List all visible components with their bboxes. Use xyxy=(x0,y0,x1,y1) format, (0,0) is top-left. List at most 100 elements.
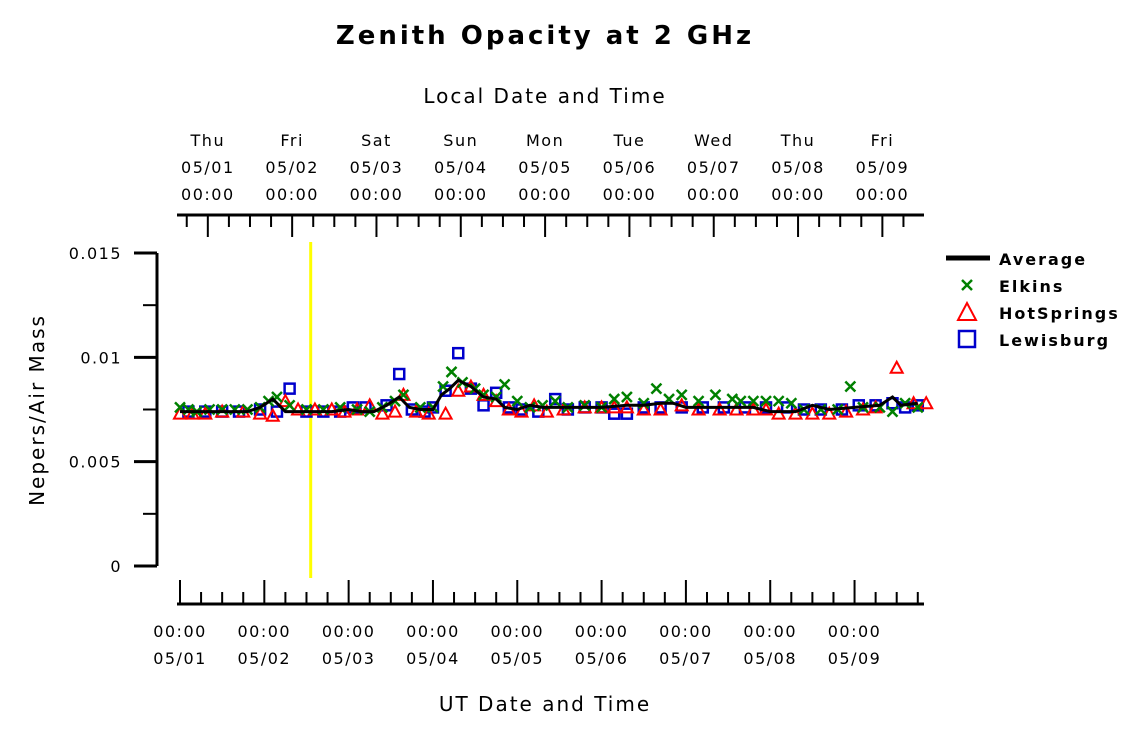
hotsprings-point xyxy=(252,405,268,420)
bottom-tick-date: 05/03 xyxy=(322,649,376,668)
y-axis-title: Nepers/Air Mass xyxy=(25,314,49,506)
top-tick-date: 05/05 xyxy=(518,158,572,177)
lewisburg-point xyxy=(392,367,406,381)
top-tick-time: 00:00 xyxy=(350,185,404,204)
x-axis-title: UT Date and Time xyxy=(439,692,651,716)
elkins-point xyxy=(650,382,663,395)
top-tick-date: 05/02 xyxy=(265,158,319,177)
legend-swatch xyxy=(957,329,977,349)
chart-title: Zenith Opacity at 2 GHz xyxy=(336,21,754,51)
elkins-point xyxy=(709,389,722,401)
elkins-point xyxy=(726,393,739,405)
legend: Average Elkins HotSprings Lewisburg xyxy=(946,250,1120,350)
elkins-point xyxy=(785,397,798,410)
top-tick-time: 00:00 xyxy=(856,185,910,204)
elkins-point xyxy=(760,395,772,408)
bottom-tick-time: 00:00 xyxy=(828,622,882,641)
bottom-axis: 00:00 05/01 00:00 05/02 00:00 05/03 00:00 05/04… xyxy=(153,580,924,668)
top-tick-time: 00:00 xyxy=(687,185,741,204)
legend-label: Lewisburg xyxy=(999,331,1110,350)
legend-label: Average xyxy=(999,250,1087,269)
bottom-tick-time: 00:00 xyxy=(238,622,292,641)
elkins-point xyxy=(445,366,458,378)
elkins-point xyxy=(511,395,524,408)
top-axis-title: Local Date and Time xyxy=(423,84,666,108)
top-tick-day: Fri xyxy=(280,131,304,150)
plot-area xyxy=(172,346,934,422)
y-tick-label: 0.005 xyxy=(69,453,122,472)
bottom-tick-time: 00:00 xyxy=(490,622,544,641)
top-tick-date: 05/07 xyxy=(687,158,741,177)
hotsprings-point xyxy=(636,401,652,416)
top-tick-time: 00:00 xyxy=(434,185,488,204)
hotsprings-point xyxy=(711,401,728,416)
top-tick-day: Thu xyxy=(190,131,226,150)
legend-item-hotsprings: HotSprings xyxy=(956,300,1120,323)
y-tick-label: 0 xyxy=(110,557,122,576)
bottom-tick-date: 05/09 xyxy=(828,649,882,668)
top-tick-day: Tue xyxy=(613,131,646,150)
elkins-point xyxy=(621,391,633,403)
elkins-point xyxy=(524,401,536,414)
hotsprings-point xyxy=(307,401,323,416)
bottom-tick-time: 00:00 xyxy=(322,622,376,641)
elkins-point xyxy=(549,395,562,408)
lewisburg-point xyxy=(607,407,621,420)
elkins-point xyxy=(692,395,705,408)
top-tick-time: 00:00 xyxy=(181,185,235,204)
legend-label: Elkins xyxy=(999,277,1064,296)
legend-swatch xyxy=(956,300,978,321)
hotsprings-point xyxy=(450,382,466,397)
elkins-point xyxy=(283,399,296,412)
hotsprings-point xyxy=(374,405,391,420)
elkins-point xyxy=(498,378,511,391)
bottom-tick-date: 05/08 xyxy=(743,649,797,668)
top-tick-date: 05/06 xyxy=(603,158,657,177)
top-tick-day: Thu xyxy=(780,131,816,150)
elkins-point xyxy=(608,393,621,405)
elkins-point xyxy=(734,395,747,408)
legend-item-elkins: Elkins xyxy=(961,277,1064,296)
top-tick-date: 05/03 xyxy=(350,158,404,177)
legend-swatch xyxy=(961,279,973,291)
lewisburg-point xyxy=(452,346,465,360)
bottom-tick-time: 00:00 xyxy=(153,622,207,641)
elkins-point xyxy=(675,389,688,401)
elkins-point xyxy=(747,395,760,408)
top-tick-time: 00:00 xyxy=(265,185,319,204)
hotsprings-point xyxy=(421,405,437,420)
lewisburg-point xyxy=(620,407,634,420)
legend-label: HotSprings xyxy=(999,304,1120,323)
legend-item-average: Average xyxy=(946,250,1087,269)
legend-item-lewisburg: Lewisburg xyxy=(957,329,1110,350)
top-tick-day: Fri xyxy=(871,131,895,150)
hotsprings-point xyxy=(324,401,340,416)
top-tick-day: Sun xyxy=(443,131,478,150)
top-tick-time: 00:00 xyxy=(518,185,572,204)
hotsprings-point xyxy=(539,403,555,418)
top-tick-date: 05/09 xyxy=(856,158,910,177)
hotsprings-point xyxy=(408,403,424,418)
top-tick-date: 05/01 xyxy=(181,158,235,177)
hotsprings-point xyxy=(889,359,905,374)
y-tick-label: 0.01 xyxy=(80,348,122,367)
bottom-tick-time: 00:00 xyxy=(743,622,797,641)
top-axis: Thu 05/01 00:00 Fri 05/02 00:00 Sat 05/03 00:00 S… xyxy=(177,131,924,237)
hotsprings-point xyxy=(387,403,403,418)
average-series-line xyxy=(180,378,918,414)
lewisburg-point xyxy=(477,399,490,412)
elkins-point xyxy=(844,380,857,393)
bottom-tick-date: 05/02 xyxy=(238,649,292,668)
bottom-tick-time: 00:00 xyxy=(659,622,713,641)
bottom-tick-date: 05/04 xyxy=(406,649,460,668)
hotsprings-point xyxy=(770,405,787,420)
hotsprings-point xyxy=(652,401,669,416)
top-tick-time: 00:00 xyxy=(603,185,657,204)
hotsprings-point xyxy=(918,395,934,410)
y-tick-label: 0.015 xyxy=(69,244,122,263)
elkins-point xyxy=(772,395,785,408)
bottom-tick-time: 00:00 xyxy=(406,622,460,641)
top-tick-date: 05/04 xyxy=(434,158,488,177)
top-tick-day: Wed xyxy=(694,131,733,150)
